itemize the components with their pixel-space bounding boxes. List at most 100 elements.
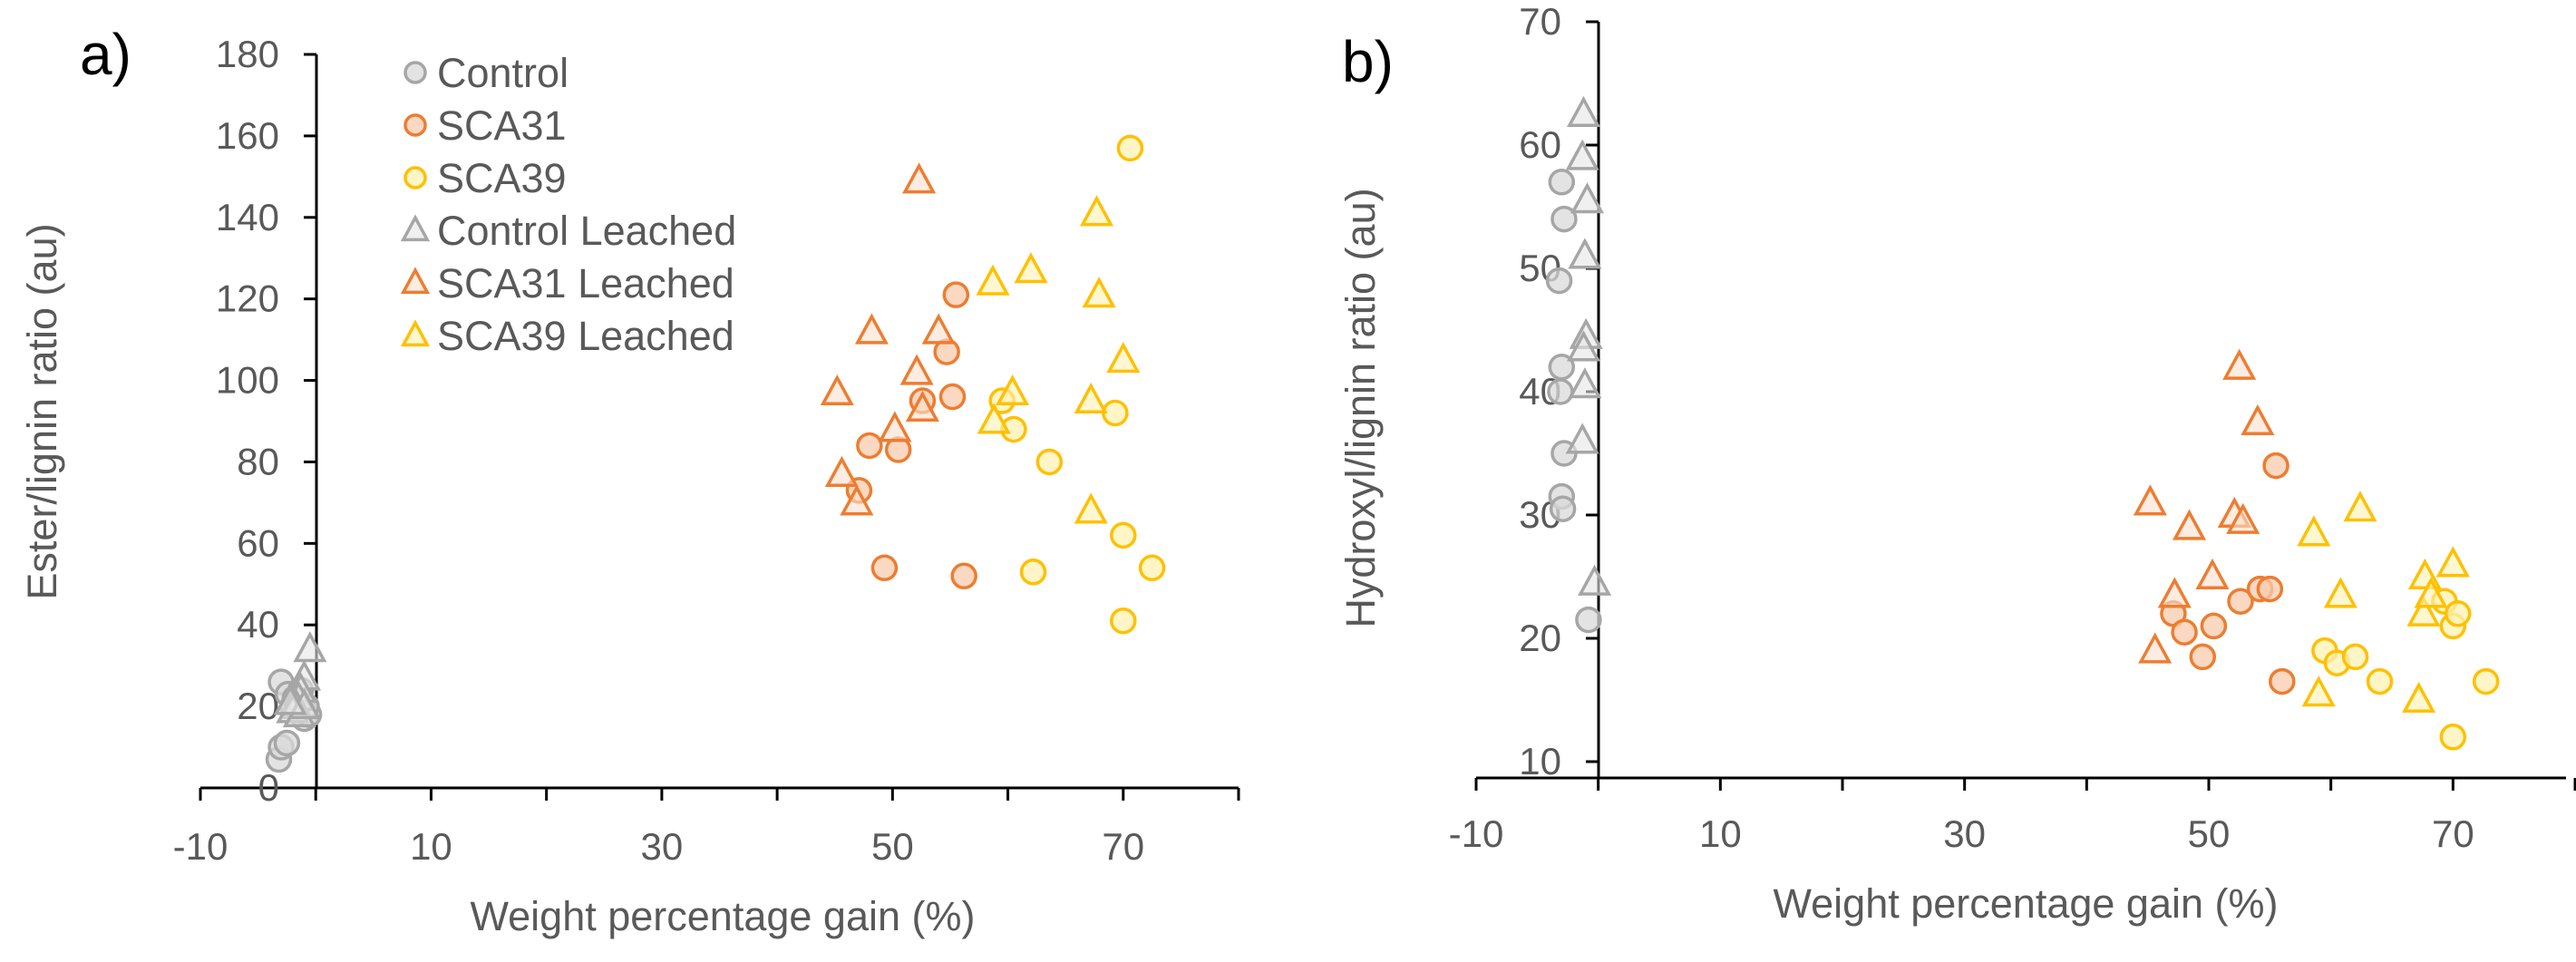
panel-a-point-sca39	[1110, 521, 1137, 549]
panel-a-point-sca31-leached	[902, 162, 937, 194]
legend-item-control-leached: Control Leached	[400, 208, 736, 254]
legend-label-sca39-leached: SCA39 Leached	[437, 313, 734, 359]
panel-b-point-sca39	[2439, 724, 2467, 751]
panel-b-point-control-leached	[1568, 367, 1602, 399]
panel-a-x-tick-label: 10	[410, 825, 452, 868]
panel-a-point-sca39-leached	[1106, 342, 1141, 374]
panel-b-x-tick-label: 50	[2188, 812, 2231, 855]
panel-a-data-points	[265, 134, 1166, 773]
panel-b-point-sca31-leached	[2241, 403, 2275, 436]
panel-a-y-tick-label: 80	[237, 440, 279, 482]
panel-a-point-sca39-leached	[977, 403, 1011, 434]
panel-a-point-sca39-leached	[1074, 382, 1108, 414]
panel-b-point-control	[1549, 495, 1577, 522]
panel-b-y-tick-label: 70	[1519, 0, 1561, 43]
legend-item-sca39-leached: SCA39 Leached	[400, 313, 734, 359]
panel-b-point-control-leached	[1578, 564, 1612, 596]
legend-item-sca39: SCA39	[403, 155, 567, 201]
panel-b-x-tick-label: 30	[1943, 812, 1986, 855]
panel-b-point-sca31	[2256, 575, 2284, 603]
panel-b-point-control	[1550, 205, 1578, 233]
legend-label-control-leached: Control Leached	[437, 208, 736, 254]
panel-b-point-control-leached	[1566, 95, 1601, 128]
panel-b-point-control-leached	[1565, 423, 1599, 454]
panel-b-point-sca39-leached	[2323, 577, 2357, 608]
panel-a-point-sca31-leached	[921, 313, 956, 345]
panel-b-point-sca31	[2227, 588, 2254, 615]
panel-a-point-sca31-leached	[899, 354, 934, 385]
panel-a-point-sca31-leached	[824, 455, 859, 487]
panel-a-point-sca31	[856, 432, 883, 460]
panel-a-y-tick-label: 180	[216, 33, 279, 75]
panel-b-data-points	[1545, 95, 2500, 751]
panel-b-point-sca31-leached	[2195, 558, 2230, 590]
legend-item-sca31-leached: SCA31 Leached	[400, 260, 734, 306]
panel-b-x-axis-title: Weight percentage gain (%)	[1774, 880, 2279, 927]
panel-a-x-tick-label: 30	[641, 825, 684, 868]
panel-b-point-control	[1575, 606, 1602, 634]
panel-a-point-sca31	[870, 554, 899, 582]
panel-b-point-sca31	[2269, 667, 2296, 695]
panel-a-y-tick-label: 120	[216, 277, 279, 320]
panel-b-point-control-leached	[1566, 330, 1601, 362]
panel-b-point-sca31-leached	[2226, 502, 2260, 534]
panel-b-point-sca31-leached	[2133, 484, 2167, 516]
panel-b-y-axis-title: Hydroxyl/lignin ratio (au)	[1337, 188, 1384, 627]
panel-b-point-control-leached	[1570, 182, 1605, 214]
panel-a-point-sca31-leached	[840, 484, 874, 516]
legend-marker-sca31-leached	[400, 267, 431, 295]
panel-a-point-sca39	[1019, 559, 1047, 586]
panel-a-point-sca39-leached	[976, 264, 1010, 296]
legend-item-control: Control	[403, 50, 569, 96]
panel-b-point-sca39	[2341, 643, 2369, 671]
panel-b-point-sca39-leached	[2297, 515, 2331, 547]
panel-a-point-sca39-leached	[1014, 252, 1048, 284]
panel-b-y-tick-label: 20	[1519, 617, 1561, 659]
panel-b-point-sca31-leached	[2172, 509, 2207, 540]
panel-a-point-sca31	[938, 383, 967, 411]
legend-marker-sca39	[403, 166, 427, 189]
panel-a-x-tick-label: 70	[1102, 825, 1144, 868]
panel-b-point-sca39-leached	[2407, 558, 2442, 590]
panel-a-point-sca31-leached	[854, 313, 889, 345]
panel-b-x-tick-label: -10	[1449, 812, 1504, 855]
panel-a-x-tick-label: 50	[871, 825, 914, 868]
panel-b-point-sca31	[2189, 643, 2217, 671]
panel-a-point-sca31-leached	[878, 411, 912, 442]
panel-b-point-control-leached	[1565, 139, 1599, 170]
legend-label-control: Control	[437, 50, 569, 96]
panel-b-point-sca31	[2171, 618, 2198, 646]
panel-b-point-control	[1548, 169, 1576, 196]
panel-b-point-sca31-leached	[2222, 348, 2257, 380]
panel-a-point-sca39	[1110, 607, 1137, 635]
panel-b-point-sca39	[2366, 667, 2394, 695]
panel-b-point-sca39	[2444, 600, 2472, 627]
panel-b-point-sca31-leached	[2138, 632, 2173, 664]
legend-label-sca31-leached: SCA31 Leached	[437, 260, 734, 306]
panel-a-point-control-leached	[273, 684, 307, 715]
panel-a-point-sca31	[942, 281, 970, 308]
panel-a-y-axis-title: Ester/lignin ratio (au)	[19, 223, 65, 599]
legend-marker-sca39-leached	[400, 319, 431, 347]
panel-a-legend: Control SCA31 SCA39 Control Leached SCA31 Le…	[400, 50, 736, 359]
panel-a-y-tick-label: 160	[216, 114, 279, 157]
panel-b-point-sca39-leached	[2414, 577, 2448, 608]
legend-marker-control-leached	[400, 214, 431, 242]
panel-a-point-sca39-leached	[996, 374, 1030, 406]
panel-b-y-tick-label: 60	[1519, 123, 1561, 166]
panel-b-point-control	[1545, 267, 1573, 295]
panel-a-x-tick-label: -10	[173, 825, 228, 868]
panel-b-point-control-leached	[1568, 238, 1602, 269]
panel-a-point-sca39	[1035, 448, 1064, 476]
panel-b-point-sca39-leached	[2343, 491, 2377, 522]
panel-a-label: a)	[80, 22, 131, 87]
panel-a-point-sca39-leached	[1079, 195, 1114, 227]
panel-a-x-axis-title: Weight percentage gain (%)	[471, 893, 976, 939]
panel-b-point-sca31	[2262, 452, 2289, 480]
panel-b-x-tick-label: 70	[2432, 812, 2474, 855]
panel-b-point-control	[1547, 378, 1574, 405]
